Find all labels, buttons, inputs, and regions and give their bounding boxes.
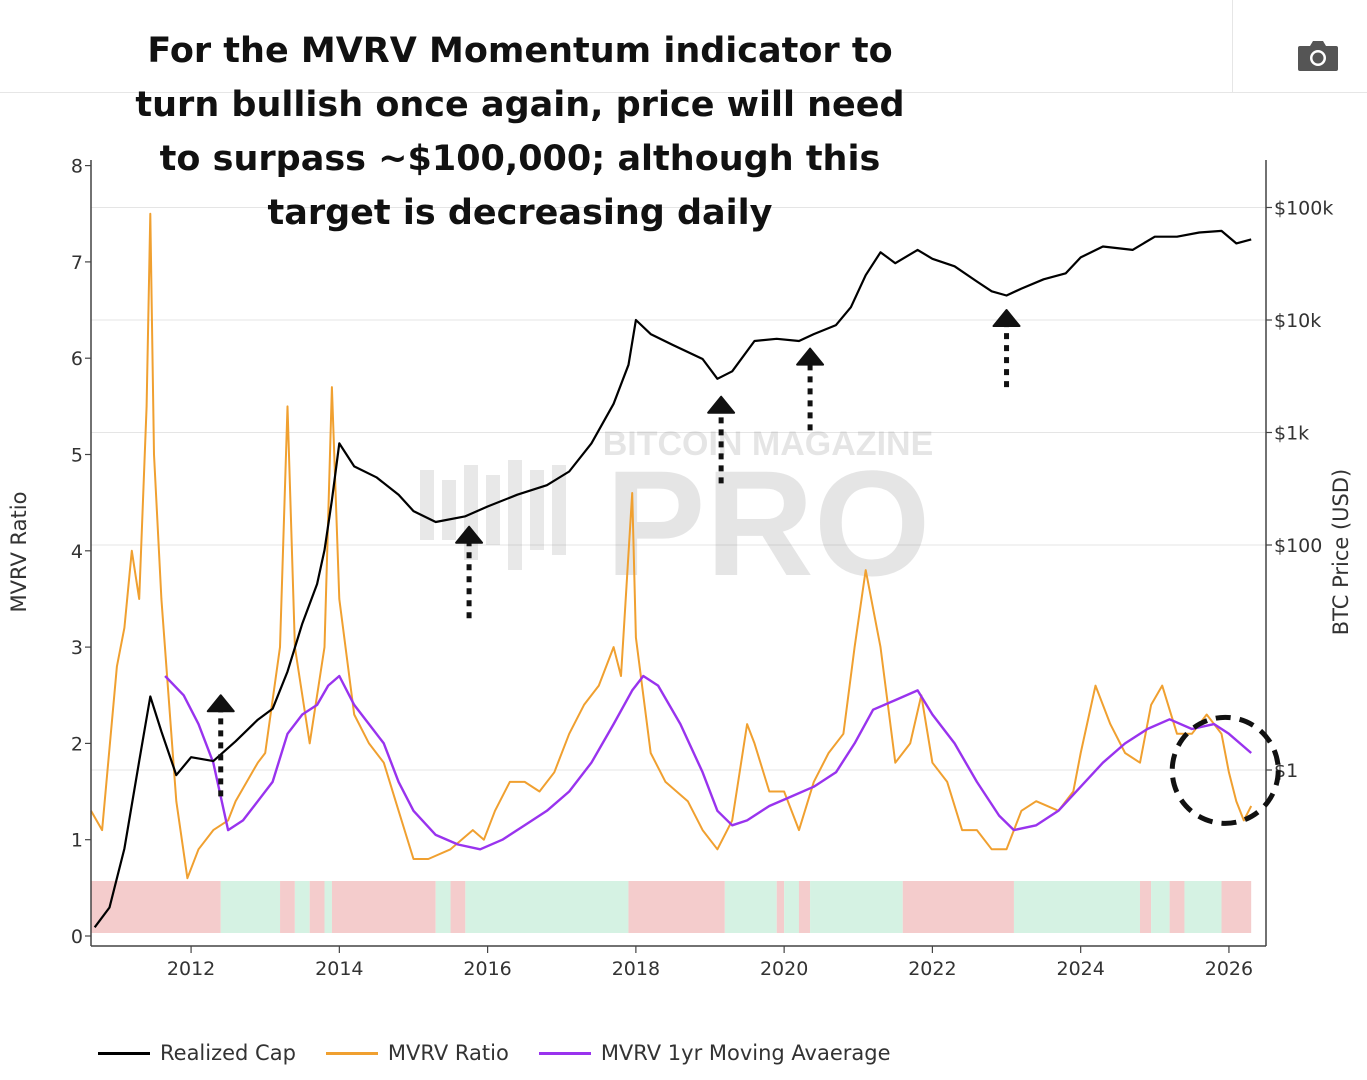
series-lines — [90, 212, 1253, 928]
signal-band-5 — [324, 881, 332, 933]
arrow-head-3 — [796, 347, 825, 366]
signal-band-11 — [724, 881, 777, 933]
x-tick-label-5: 2022 — [908, 958, 956, 980]
y-left-tick-label-8: 8 — [71, 156, 83, 178]
arrow-head-1 — [455, 525, 484, 544]
signal-band-3 — [294, 881, 310, 933]
headline-line-2: turn bullish once again, price will need — [135, 85, 905, 125]
signal-band-12 — [776, 881, 785, 933]
y-right-tick-label-2: $1k — [1274, 423, 1309, 445]
series-mvrv-ma — [164, 674, 1252, 851]
camera-icon — [1298, 41, 1338, 71]
signal-band-6 — [331, 881, 436, 933]
signal-band-15 — [810, 881, 903, 933]
legend-swatch-mvrv-ratio — [325, 1051, 378, 1055]
x-tick-label-7: 2026 — [1205, 958, 1253, 980]
legend-item-realized-cap[interactable]: Realized Cap — [98, 1041, 296, 1065]
watermark-main: PRO — [605, 439, 930, 607]
x-tick-label-2: 2016 — [463, 958, 511, 980]
signal-bands — [91, 881, 1252, 933]
signal-band-0 — [91, 881, 221, 933]
signal-band-14 — [798, 881, 811, 933]
y-left-tick-label-4: 4 — [71, 541, 83, 563]
legend-label-realized-cap: Realized Cap — [160, 1041, 296, 1065]
arrow-head-2 — [707, 395, 736, 414]
annotations — [206, 309, 1281, 826]
signal-band-19 — [1151, 881, 1170, 933]
y-right-tick-label-1: $100 — [1274, 535, 1322, 557]
headline: For the MVRV Momentum indicator to turn … — [130, 24, 910, 240]
x-tick-label-4: 2020 — [760, 958, 808, 980]
signal-band-4 — [309, 881, 325, 933]
headline-line-1: For the MVRV Momentum indicator to — [147, 31, 893, 71]
headline-line-3: to surpass ~$100,000; although this — [159, 139, 881, 179]
y-left-tick-label-3: 3 — [71, 637, 83, 659]
signal-band-9 — [465, 881, 629, 933]
legend: Realized Cap MVRV Ratio MVRV 1yr Moving … — [98, 1036, 921, 1070]
legend-label-mvrv-ma: MVRV 1yr Moving Avaerage — [600, 1041, 891, 1065]
signal-band-8 — [450, 881, 466, 933]
signal-band-10 — [628, 881, 725, 933]
y-left-tick-label-5: 5 — [71, 445, 83, 467]
legend-swatch-mvrv-ma — [538, 1051, 591, 1055]
headline-line-4: target is decreasing daily — [267, 193, 773, 233]
x-tick-label-1: 2014 — [315, 958, 363, 980]
arrow-head-4 — [992, 309, 1021, 328]
x-tick-label-6: 2024 — [1056, 958, 1104, 980]
signal-band-21 — [1184, 881, 1222, 933]
watermark: BITCOIN MAGAZINE PRO — [420, 425, 933, 607]
y-left-label: MVRV Ratio — [7, 492, 31, 613]
y-right-tick-label-4: $100k — [1274, 198, 1333, 220]
series-realized-cap — [93, 229, 1252, 928]
series-mvrv-ratio — [90, 212, 1253, 880]
watermark-logo-icon — [420, 460, 566, 570]
signal-band-7 — [435, 881, 451, 933]
x-tick-label-0: 2012 — [167, 958, 215, 980]
watermark-top: BITCOIN MAGAZINE — [603, 425, 934, 463]
signal-band-17 — [1013, 881, 1140, 933]
y-right-label: BTC Price (USD) — [1329, 469, 1353, 636]
camera-button[interactable] — [1294, 36, 1342, 76]
y-left-tick-label-2: 2 — [71, 733, 83, 755]
arrow-head-0 — [206, 694, 235, 713]
signal-band-13 — [784, 881, 799, 933]
signal-band-16 — [902, 881, 1014, 933]
legend-item-mvrv-ma[interactable]: MVRV 1yr Moving Avaerage — [538, 1041, 891, 1065]
signal-band-1 — [220, 881, 281, 933]
y-right-tick-label-3: $10k — [1274, 310, 1321, 332]
toolbar-vertical-divider — [1232, 0, 1233, 92]
y-left-tick-label-6: 6 — [71, 348, 83, 370]
toolbar-divider-line — [0, 92, 1367, 93]
y-left-tick-label-1: 1 — [71, 830, 83, 852]
y-left-tick-label-0: 0 — [71, 926, 83, 948]
legend-label-mvrv-ratio: MVRV Ratio — [387, 1041, 509, 1065]
y-left-tick-label-7: 7 — [71, 252, 83, 274]
x-tick-label-3: 2018 — [612, 958, 660, 980]
legend-swatch-realized-cap — [98, 1051, 150, 1055]
signal-band-22 — [1221, 881, 1252, 933]
signal-band-20 — [1169, 881, 1185, 933]
signal-band-2 — [280, 881, 295, 933]
signal-band-18 — [1139, 881, 1152, 933]
highlight-circle — [1169, 714, 1281, 826]
legend-item-mvrv-ratio[interactable]: MVRV Ratio — [325, 1041, 509, 1065]
